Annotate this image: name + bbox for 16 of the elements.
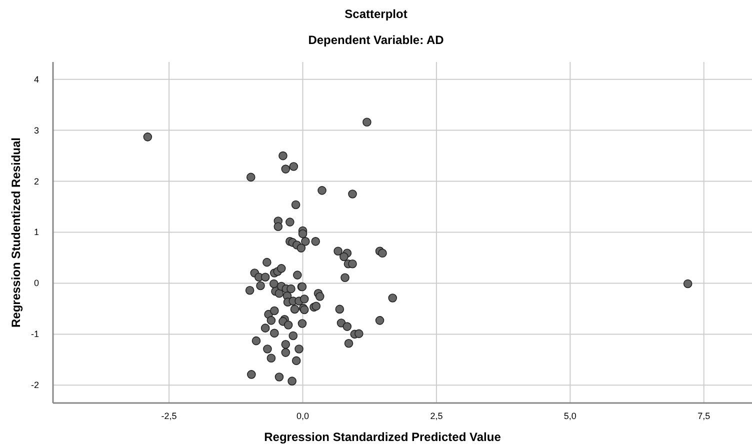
x-tick-label: -2,5 [161,411,177,421]
y-tick-label: -2 [30,380,39,390]
x-tick-label: 0,0 [296,411,310,421]
y-tick-label: 4 [34,74,39,84]
chart-subtitle: Dependent Variable: AD [308,33,444,47]
x-tick-label: 7,5 [698,411,710,421]
y-axis-title: Regression Studentized Residual [9,137,23,328]
y-tick-label: 2 [34,176,39,186]
y-tick-label: 0 [34,278,39,288]
x-axis-title: Regression Standardized Predicted Value [264,430,502,444]
y-tick-label: 1 [34,227,39,238]
x-tick-label: 2,5 [430,411,443,421]
x-tick-label: 5,0 [564,411,576,421]
chart-title: Scatterplot [344,7,408,21]
y-tick-label: -1 [30,329,39,340]
y-tick-label: 3 [34,125,39,136]
